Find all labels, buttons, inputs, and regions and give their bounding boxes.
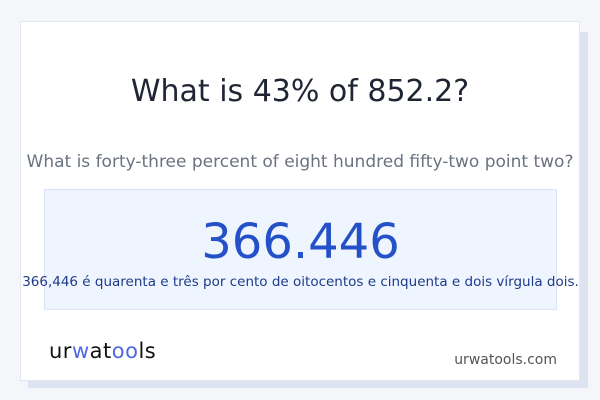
urwatools-logo: urwatools <box>49 339 157 363</box>
site-url: urwatools.com <box>454 352 557 368</box>
result-card: What is 43% of 852.2? What is forty-thre… <box>20 21 580 381</box>
answer-words: 366,446 é quarenta e três por cento de o… <box>22 274 579 290</box>
answer-box: 366.446 366,446 é quarenta e três por ce… <box>22 189 579 310</box>
page-subtitle: What is forty-three percent of eight hun… <box>26 152 574 172</box>
page-title: What is 43% of 852.2? <box>130 74 470 109</box>
answer-value: 366.446 <box>201 214 400 270</box>
